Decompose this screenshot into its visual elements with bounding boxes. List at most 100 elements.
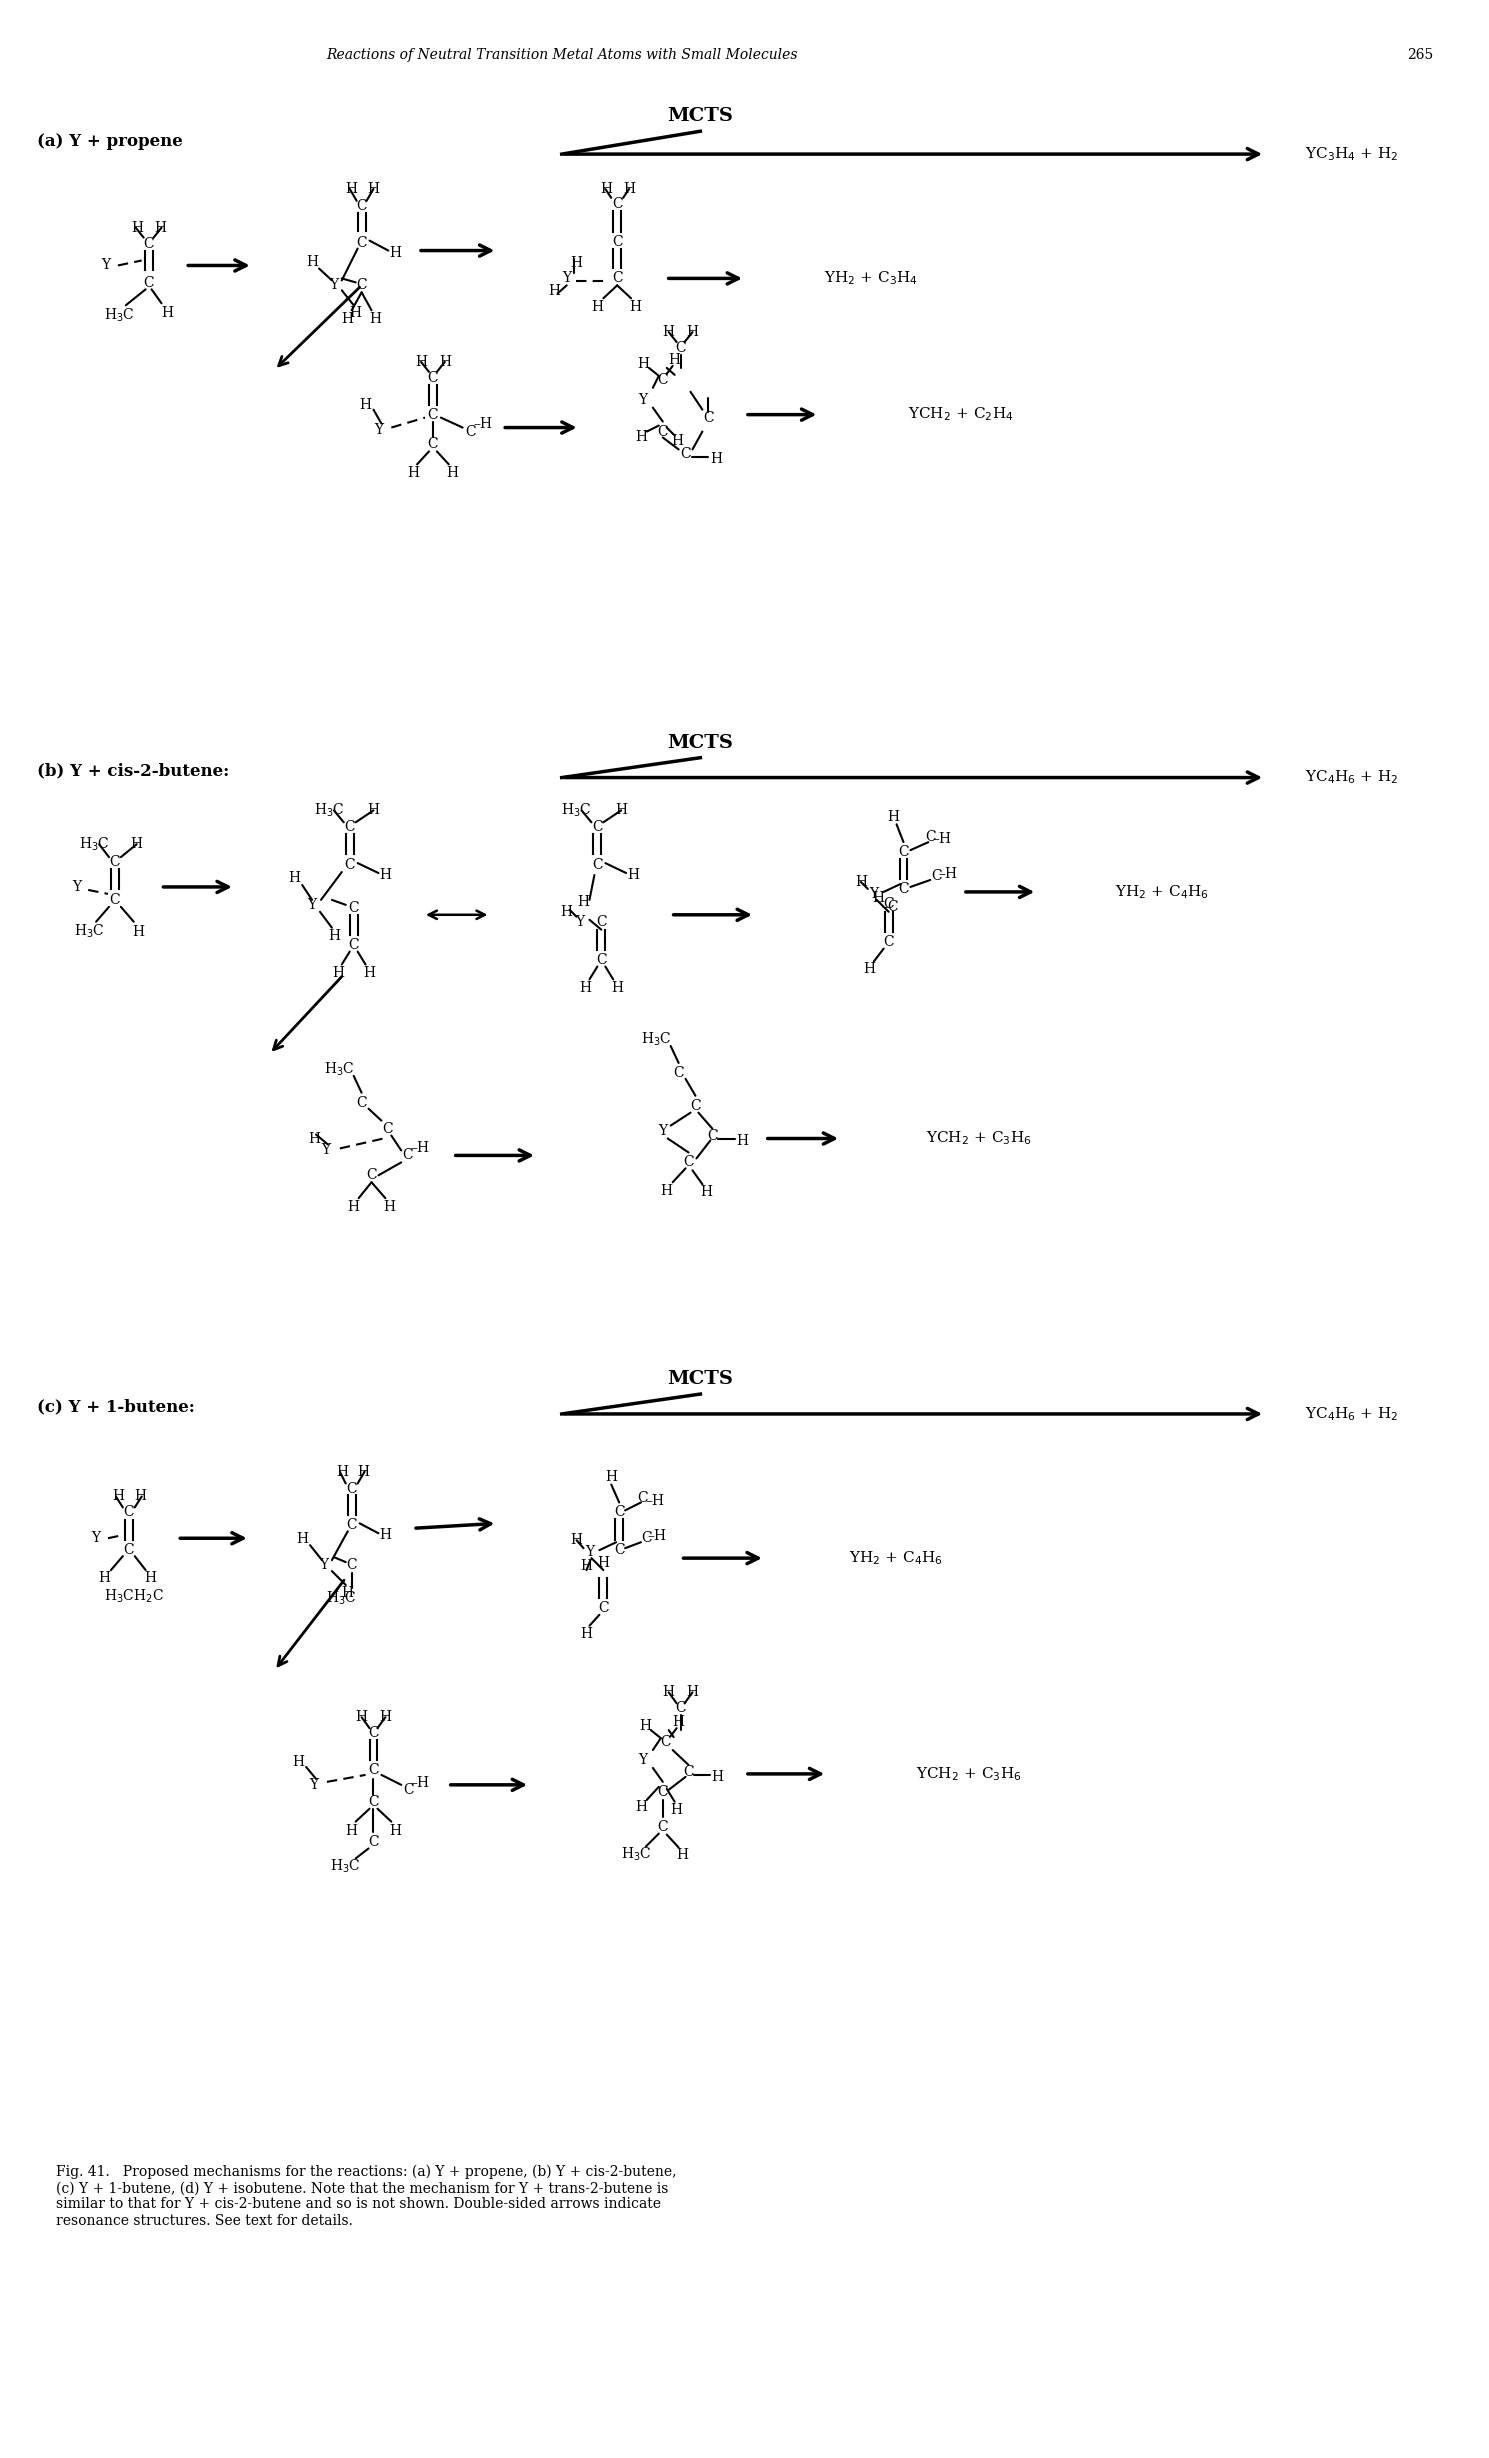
Text: H$_3$C: H$_3$C <box>640 1030 672 1047</box>
Text: H: H <box>676 1848 688 1863</box>
Text: C: C <box>883 934 893 949</box>
Text: H: H <box>873 890 884 905</box>
Text: H: H <box>292 1755 304 1770</box>
Text: MCTS: MCTS <box>667 108 734 125</box>
Text: C: C <box>612 234 622 248</box>
Text: H: H <box>359 398 372 410</box>
Text: H: H <box>581 1558 593 1573</box>
Text: H: H <box>597 1556 609 1571</box>
Text: C: C <box>110 892 121 907</box>
Text: H: H <box>669 354 680 366</box>
Text: H: H <box>134 1490 147 1504</box>
Text: C: C <box>658 425 669 438</box>
Text: H: H <box>610 981 624 995</box>
Text: H: H <box>736 1133 747 1148</box>
Text: Y: Y <box>639 393 648 406</box>
Text: H: H <box>887 811 899 823</box>
Text: (a) Y + propene: (a) Y + propene <box>37 133 183 150</box>
Text: MCTS: MCTS <box>667 735 734 752</box>
Text: C: C <box>110 855 121 870</box>
Text: C: C <box>344 858 354 873</box>
Text: C: C <box>593 858 603 873</box>
Text: H: H <box>389 1824 402 1839</box>
Text: H: H <box>673 1716 685 1728</box>
Text: C: C <box>344 821 354 833</box>
Text: YH$_2$ + C$_4$H$_6$: YH$_2$ + C$_4$H$_6$ <box>849 1549 943 1568</box>
Text: H$_3$C: H$_3$C <box>323 1059 354 1077</box>
Text: H: H <box>634 430 648 445</box>
Text: C: C <box>707 1128 718 1143</box>
Text: Reactions of Neutral Transition Metal Atoms with Small Molecules: Reactions of Neutral Transition Metal At… <box>326 47 798 61</box>
Text: H: H <box>578 895 590 909</box>
Text: –H: –H <box>645 1494 664 1509</box>
Text: C: C <box>599 1600 609 1615</box>
Text: H: H <box>561 905 573 919</box>
Text: H: H <box>605 1470 618 1485</box>
Text: (c) Y + 1-butene:: (c) Y + 1-butene: <box>37 1399 195 1416</box>
Text: Y: Y <box>575 914 584 929</box>
Text: H: H <box>131 838 143 850</box>
Text: C: C <box>596 954 606 966</box>
Text: C: C <box>658 1819 669 1834</box>
Text: H$_3$C: H$_3$C <box>74 924 104 941</box>
Text: YH$_2$ + C$_4$H$_6$: YH$_2$ + C$_4$H$_6$ <box>1114 882 1209 900</box>
Text: Y: Y <box>308 897 317 912</box>
Text: Y: Y <box>329 278 338 293</box>
Text: YH$_2$ + C$_3$H$_4$: YH$_2$ + C$_3$H$_4$ <box>825 270 919 288</box>
Text: C: C <box>427 408 438 423</box>
Text: H: H <box>131 221 144 234</box>
Text: YC$_3$H$_4$ + H$_2$: YC$_3$H$_4$ + H$_2$ <box>1304 145 1398 162</box>
Text: YC$_4$H$_6$ + H$_2$: YC$_4$H$_6$ + H$_2$ <box>1304 1406 1398 1423</box>
Text: H: H <box>862 964 876 976</box>
Text: H: H <box>380 1529 392 1541</box>
Text: H: H <box>332 966 344 981</box>
Text: C: C <box>883 897 893 912</box>
Text: YCH$_2$ + C$_3$H$_6$: YCH$_2$ + C$_3$H$_6$ <box>926 1131 1032 1148</box>
Text: H: H <box>637 356 649 371</box>
Text: 265: 265 <box>1407 47 1434 61</box>
Text: H: H <box>406 467 418 479</box>
Text: H: H <box>415 354 427 369</box>
Text: YCH$_2$ + C$_2$H$_4$: YCH$_2$ + C$_2$H$_4$ <box>908 406 1014 423</box>
Text: H: H <box>639 1718 651 1733</box>
Text: H: H <box>363 966 375 981</box>
Text: C: C <box>465 425 476 438</box>
Text: C: C <box>404 1782 414 1797</box>
Text: H$_3$C: H$_3$C <box>104 307 134 324</box>
Text: H: H <box>670 1802 682 1816</box>
Text: H: H <box>686 1686 698 1698</box>
Text: C: C <box>124 1504 134 1519</box>
Text: C: C <box>427 438 438 452</box>
Text: Y: Y <box>310 1777 319 1792</box>
Text: YC$_4$H$_6$ + H$_2$: YC$_4$H$_6$ + H$_2$ <box>1304 769 1398 787</box>
Text: C: C <box>383 1121 393 1136</box>
Text: C: C <box>368 1762 378 1777</box>
Text: C: C <box>368 1794 378 1809</box>
Text: H: H <box>368 804 380 819</box>
Text: H: H <box>634 1799 648 1814</box>
Text: C: C <box>596 914 606 929</box>
Text: H: H <box>600 182 612 197</box>
Text: C: C <box>613 1544 624 1558</box>
Text: C: C <box>356 236 366 251</box>
Text: H: H <box>133 924 144 939</box>
Text: C: C <box>356 1096 366 1109</box>
Text: H: H <box>369 312 381 327</box>
Text: H: H <box>98 1571 110 1585</box>
Text: C: C <box>124 1544 134 1558</box>
Text: H: H <box>328 929 339 944</box>
Text: H: H <box>548 285 560 297</box>
Text: (b) Y + cis-2-butene:: (b) Y + cis-2-butene: <box>37 762 229 779</box>
Text: H: H <box>700 1185 712 1200</box>
Text: C: C <box>613 1504 624 1519</box>
Text: H: H <box>570 1534 582 1546</box>
Text: H$_3$C: H$_3$C <box>621 1846 651 1863</box>
Text: H: H <box>579 981 591 995</box>
Text: H: H <box>389 246 402 261</box>
Text: C: C <box>683 1155 694 1170</box>
Text: C: C <box>143 275 153 290</box>
Text: H: H <box>345 182 357 197</box>
Text: C: C <box>348 900 359 914</box>
Text: H$_3$C: H$_3$C <box>79 836 109 853</box>
Text: Y: Y <box>322 1143 331 1158</box>
